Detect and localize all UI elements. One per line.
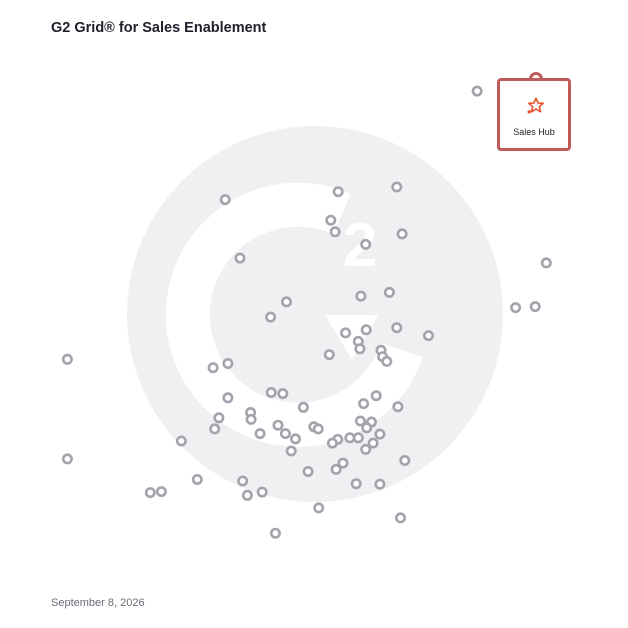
product-point[interactable] [350,478,362,490]
product-point[interactable] [540,257,552,269]
product-point[interactable] [61,353,73,365]
product-point[interactable] [381,355,393,367]
product-point[interactable] [234,252,246,264]
product-point[interactable] [355,290,367,302]
product-point[interactable] [323,349,335,361]
product-point[interactable] [175,435,187,447]
product-point[interactable] [330,463,342,475]
product-point[interactable] [354,343,366,355]
product-point[interactable] [391,181,403,193]
product-point[interactable] [207,362,219,374]
product-point[interactable] [277,388,289,400]
product-point[interactable] [326,437,338,449]
product-point[interactable] [471,85,483,97]
product-point[interactable] [279,428,291,440]
product-point[interactable] [265,386,277,398]
product-point[interactable] [367,437,379,449]
product-point[interactable] [374,478,386,490]
product-point[interactable] [399,454,411,466]
highlight-label: Sales Hub [513,127,555,137]
product-point[interactable] [297,401,309,413]
product-point[interactable] [285,445,297,457]
product-point[interactable] [241,489,253,501]
product-point[interactable] [383,286,395,298]
product-point[interactable] [392,401,404,413]
product-point[interactable] [219,194,231,206]
product-point[interactable] [358,398,370,410]
product-point[interactable] [360,324,372,336]
product-point[interactable] [360,443,372,455]
product-point[interactable] [370,390,382,402]
product-point[interactable] [396,228,408,240]
svg-text:2: 2 [343,211,377,280]
product-point[interactable] [61,453,73,465]
product-point[interactable] [374,428,386,440]
product-point[interactable] [209,423,221,435]
product-point[interactable] [332,186,344,198]
product-point[interactable] [272,419,284,431]
product-point[interactable] [265,311,277,323]
product-point[interactable] [313,502,325,514]
product-point[interactable] [280,296,292,308]
hubspot-sprocket-icon [527,97,544,114]
product-point[interactable] [344,432,356,444]
product-point[interactable] [340,327,352,339]
product-point[interactable] [269,527,281,539]
product-point[interactable] [254,428,266,440]
report-date: September 8, 2026 [51,597,145,609]
product-point[interactable] [329,226,341,238]
product-point[interactable] [361,422,373,434]
points-layer [61,85,552,539]
product-point[interactable] [155,486,167,498]
product-point[interactable] [360,238,372,250]
product-point[interactable] [510,302,522,314]
product-point[interactable] [312,423,324,435]
product-point[interactable] [337,457,349,469]
product-point[interactable] [213,412,225,424]
product-point[interactable] [256,486,268,498]
product-point[interactable] [237,475,249,487]
product-point[interactable] [394,512,406,524]
product-point[interactable] [529,301,541,313]
product-point[interactable] [354,415,366,427]
product-point[interactable] [245,413,257,425]
product-point[interactable] [289,433,301,445]
product-point[interactable] [422,330,434,342]
product-point[interactable] [144,487,156,499]
product-point[interactable] [352,432,364,444]
product-point[interactable] [302,465,314,477]
product-point[interactable] [222,357,234,369]
product-point[interactable] [325,214,337,226]
product-point[interactable] [222,392,234,404]
chart-title: G2 Grid® for Sales Enablement [51,20,267,36]
product-point[interactable] [191,473,203,485]
highlight-card[interactable]: Sales Hub [497,78,571,151]
product-point[interactable] [391,322,403,334]
